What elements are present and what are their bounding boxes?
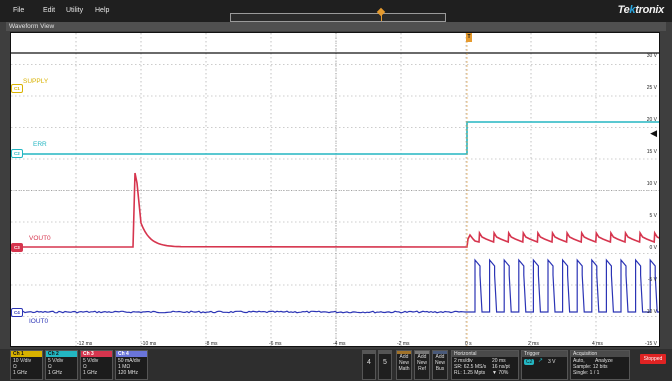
- y-axis-label: 30 V: [646, 53, 657, 59]
- channel-2-badge[interactable]: Ch 2 5 V/div Ω 1 GHz: [45, 350, 78, 380]
- y-axis-label: -15 V: [645, 341, 657, 347]
- x-axis-label: 2 ms: [528, 341, 539, 347]
- trigger-level-arrow-icon[interactable]: ◀: [650, 128, 657, 138]
- horizontal-badge[interactable]: Horizontal 2 ms/div 20 ms SR: 62.5 MS/s 16…: [451, 350, 519, 380]
- trigger-position-value: ▼ 70%: [492, 370, 509, 376]
- waveform-plot[interactable]: T C1 SUPPLY C2 ERR C3 VOUT0 C4 IOUT0 30 …: [10, 32, 660, 347]
- menu-help[interactable]: Help: [95, 7, 110, 14]
- y-axis-label: 15 V: [646, 149, 657, 155]
- y-axis-label: 25 V: [646, 85, 657, 91]
- x-axis-label: -10 ms: [141, 341, 157, 347]
- err-trace: [11, 121, 659, 155]
- y-axis-label: 5 V: [649, 213, 657, 219]
- channel-4-marker[interactable]: C4: [11, 308, 23, 317]
- channel-4-badge[interactable]: Ch 4 50 mA/div 1 MΩ 120 MHz: [115, 350, 148, 380]
- x-axis-label: -4 ms: [333, 341, 346, 347]
- channel-2-marker[interactable]: C2: [11, 149, 23, 158]
- rising-edge-icon: ↗: [538, 358, 544, 364]
- channel-5-button[interactable]: 4: [362, 350, 376, 380]
- menu-file[interactable]: File: [13, 7, 25, 14]
- x-axis-label: -6 ms: [269, 341, 282, 347]
- channel-2-label: ERR: [33, 141, 47, 148]
- waveform-canvas: [11, 33, 659, 346]
- menu-bar: File Edit Utility Help Tektronix: [0, 0, 672, 22]
- x-axis-label: -12 ms: [77, 341, 93, 347]
- channel-3-marker[interactable]: C3: [11, 243, 23, 252]
- vout0-trace: [11, 172, 659, 248]
- menu-edit[interactable]: Edit: [43, 7, 56, 14]
- menu-utility[interactable]: Utility: [66, 7, 84, 14]
- y-axis-label: -5 V: [647, 277, 657, 283]
- acquisition-badge[interactable]: Acquisition Auto, Analyze Sample: 12 bits…: [570, 350, 630, 380]
- x-axis-label: 4 ms: [592, 341, 603, 347]
- add-new-ref-button[interactable]: Add New Ref: [414, 350, 430, 380]
- channel-3-badge[interactable]: Ch 3 5 V/div Ω 1 GHz: [80, 350, 113, 380]
- x-axis-label: -2 ms: [397, 341, 410, 347]
- channel-1-badge[interactable]: Ch 1 10 V/div Ω 1 GHz: [10, 350, 43, 380]
- y-axis-label: -10 V: [645, 309, 657, 315]
- add-new-math-button[interactable]: Add New Math: [396, 350, 412, 380]
- add-new-bus-button[interactable]: Add New Bus: [432, 350, 448, 380]
- x-axis-label: -8 ms: [205, 341, 218, 347]
- trigger-position-line: [381, 14, 382, 21]
- channel-4-label: IOUT0: [29, 318, 49, 325]
- y-axis-label: 10 V: [646, 181, 657, 187]
- channel-6-button[interactable]: 5: [378, 350, 392, 380]
- waveform-view-tab[interactable]: Waveform View: [6, 22, 666, 31]
- brand-logo: Tektronix: [617, 4, 665, 16]
- iout0-trace: [11, 258, 659, 314]
- channel-3-label: VOUT0: [29, 235, 51, 242]
- trigger-badge[interactable]: Trigger C2 ↗ 3 V: [521, 350, 568, 380]
- run-stop-status-button[interactable]: Stopped: [640, 354, 666, 364]
- y-axis-label: 20 V: [646, 117, 657, 123]
- channel-1-marker[interactable]: C1: [11, 84, 23, 93]
- y-axis-label: 0 V: [649, 245, 657, 251]
- channel-1-label: SUPPLY: [23, 78, 49, 85]
- record-view-bar[interactable]: [230, 7, 446, 22]
- trigger-marker-icon: T: [466, 33, 472, 42]
- x-axis-label: 0 s: [465, 341, 472, 347]
- settings-bar: Ch 1 10 V/div Ω 1 GHz Ch 2 5 V/div Ω 1 GHz C…: [0, 349, 672, 381]
